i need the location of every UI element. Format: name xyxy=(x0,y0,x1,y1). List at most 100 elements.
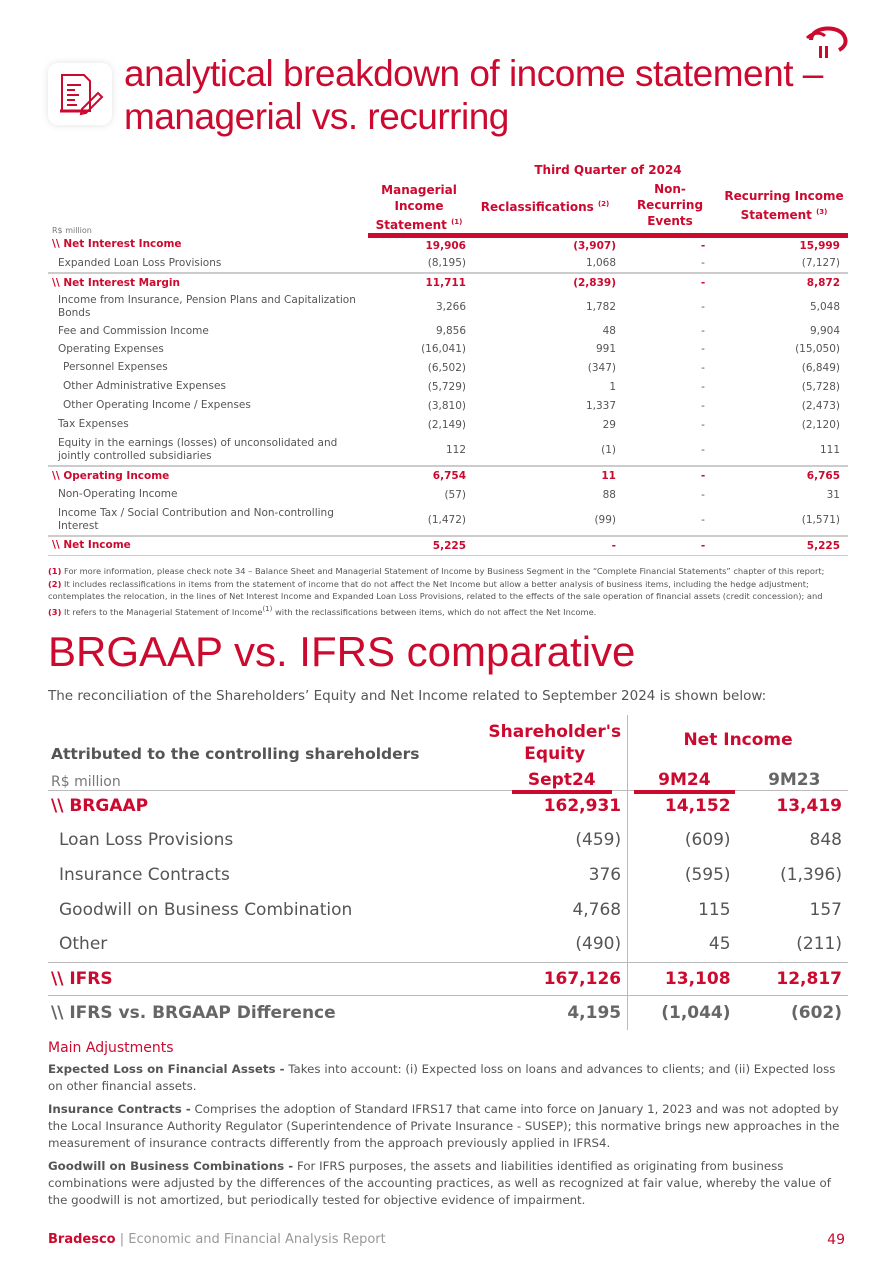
row-value: (1,571) xyxy=(801,513,840,526)
row-value: (1) xyxy=(601,443,616,456)
row-value: 12,817 xyxy=(776,968,842,989)
row-value: (609) xyxy=(684,829,731,850)
footer: Bradesco | Economic and Financial Analys… xyxy=(48,1232,386,1247)
row-value: 9,856 xyxy=(435,325,466,337)
adjustment-item: Expected Loss on Financial Assets - Take… xyxy=(48,1062,836,1093)
row-value: 31 xyxy=(826,488,840,501)
section-intro: The reconciliation of the Shareholders’ … xyxy=(48,688,767,704)
sub-header-sept24: Sept24 xyxy=(511,769,612,794)
row-label: Fee and Commission Income xyxy=(58,324,209,337)
equity-header: Shareholder's Equity xyxy=(482,715,629,765)
row-value: - xyxy=(620,272,720,292)
row-label: \\ Net Interest Margin xyxy=(48,272,368,292)
row-value: 13,108 xyxy=(664,968,731,989)
row-value: 9,904 xyxy=(809,325,840,337)
row-value: (7,127) xyxy=(801,257,840,269)
footnote-2: (2) It includes reclassifications in ite… xyxy=(48,578,823,602)
document-pencil-icon xyxy=(60,74,104,116)
row-value: 112 xyxy=(445,443,466,456)
row-label: Operating Expenses xyxy=(58,342,164,355)
row-value: - xyxy=(701,399,705,412)
table-row: Goodwill on Business Combination 4,768 115… xyxy=(48,892,848,927)
row-value: 88 xyxy=(602,488,616,501)
table-row: Other (490) 45 (211) xyxy=(48,927,848,962)
row-value: 1,068 xyxy=(585,257,616,269)
page-number: 49 xyxy=(827,1232,845,1248)
row-value: 8,872 xyxy=(720,272,848,292)
unit-label: R$ million xyxy=(52,226,92,235)
footnotes: (1) For more information, please check n… xyxy=(48,565,848,618)
row-value: 11 xyxy=(470,465,620,485)
row-label: Other Operating Income / Expenses xyxy=(63,399,251,411)
row-value: 111 xyxy=(819,443,840,456)
row-value: (2,149) xyxy=(427,418,466,431)
main-adjustments: Main Adjustments Expected Loss on Financ… xyxy=(48,1040,848,1215)
row-value: - xyxy=(701,343,705,355)
row-value: (5,728) xyxy=(801,380,840,393)
table-row: Insurance Contracts 376 (595) (1,396) xyxy=(48,857,848,892)
row-value: 6,754 xyxy=(368,465,470,485)
row-value: (1,044) xyxy=(661,1002,731,1023)
row-value: - xyxy=(701,443,705,456)
table-row: \\ IFRS vs. BRGAAP Difference 4,195 (1,044… xyxy=(48,995,848,1030)
table-row: Tax Expenses (2,149) 29 - (2,120) xyxy=(48,415,848,434)
row-value: 5,225 xyxy=(368,535,470,556)
row-value: 19,906 xyxy=(425,239,466,252)
row-value: (16,041) xyxy=(421,343,466,355)
row-label: \\ BRGAAP xyxy=(51,796,149,817)
row-value: 5,048 xyxy=(809,301,840,313)
row-value: (15,050) xyxy=(795,343,840,355)
income-statement-table: Third Quarter of 2024 R$ million Manager… xyxy=(48,158,848,556)
row-value: 4,768 xyxy=(482,892,629,927)
row-value: - xyxy=(620,535,720,556)
row-value: 48 xyxy=(602,325,616,337)
row-value: (57) xyxy=(444,488,466,501)
row-value: - xyxy=(701,325,705,337)
table-row: \\ Net Interest Income 19,906 (3,907) - 15,9… xyxy=(48,235,848,254)
table-row: \\ Net Income 5,225- -5,225 xyxy=(48,535,848,556)
row-label: Non-Operating Income xyxy=(58,488,178,500)
table-row: Other Administrative Expenses (5,729) 1 - (5… xyxy=(48,377,848,396)
row-value: (5,729) xyxy=(427,380,466,393)
col-header-managerial: Managerial Income Statement (1) xyxy=(368,178,470,238)
row-value: 4,195 xyxy=(482,995,629,1030)
row-label: Insurance Contracts xyxy=(59,864,230,885)
row-value: - xyxy=(701,488,705,501)
row-label: \\ IFRS xyxy=(51,968,113,989)
bradesco-logo xyxy=(805,26,848,58)
row-label: \\ Operating Income xyxy=(48,465,368,485)
row-value: - xyxy=(701,380,705,393)
section-title: BRGAAP vs. IFRS comparative xyxy=(48,628,636,675)
row-value: (602) xyxy=(790,1002,842,1023)
row-label: Equity in the earnings (losses) of uncon… xyxy=(58,436,338,462)
row-value: (595) xyxy=(684,864,731,885)
row-value: 1 xyxy=(609,380,616,393)
sub-header-9m23: 9M23 xyxy=(768,769,821,790)
row-value: (211) xyxy=(796,934,842,955)
row-label: Other xyxy=(59,934,108,955)
row-value: - xyxy=(701,513,705,526)
row-value: (99) xyxy=(594,513,616,526)
row-value: 162,931 xyxy=(482,790,629,822)
table-row: Other Operating Income / Expenses (3,810)… xyxy=(48,396,848,415)
row-value: (6,849) xyxy=(801,361,840,374)
table-row: Income from Insurance, Pension Plans and… xyxy=(48,292,848,322)
row-value: (459) xyxy=(482,822,629,857)
row-value: (6,502) xyxy=(427,361,466,374)
row-value: 115 xyxy=(698,899,731,920)
row-value: - xyxy=(700,239,706,252)
row-value: 991 xyxy=(595,343,616,355)
table-row: \\ Net Interest Margin 11,711 (2,839) -8,87… xyxy=(48,272,848,292)
table-row: Fee and Commission Income 9,856 48 - 9,904 xyxy=(48,322,848,340)
group-header: Third Quarter of 2024 xyxy=(534,163,682,177)
row-value: 13,419 xyxy=(776,796,842,817)
table-row: \\ IFRS 167,126 13,108 12,817 xyxy=(48,962,848,995)
row-value: - xyxy=(701,361,705,374)
row-value: 14,152 xyxy=(664,796,731,817)
table-row: Equity in the earnings (losses) of uncon… xyxy=(48,434,848,466)
row-value: (1,396) xyxy=(780,864,842,885)
page-title: analytical breakdown of income statement… xyxy=(124,52,823,138)
row-value: - xyxy=(701,257,705,269)
row-value: - xyxy=(620,465,720,485)
table-row: \\ Operating Income 6,754 11-6,765 xyxy=(48,465,848,485)
